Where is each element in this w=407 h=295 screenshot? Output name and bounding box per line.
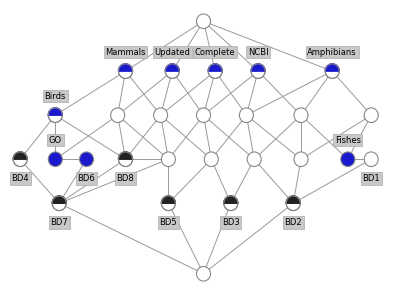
- Ellipse shape: [341, 152, 355, 167]
- Text: Complete: Complete: [195, 47, 236, 57]
- Ellipse shape: [197, 266, 210, 281]
- Ellipse shape: [364, 108, 378, 122]
- Ellipse shape: [13, 152, 27, 167]
- Ellipse shape: [111, 108, 125, 122]
- Ellipse shape: [294, 108, 308, 122]
- Ellipse shape: [294, 152, 308, 167]
- Ellipse shape: [325, 64, 339, 78]
- Text: Amphibians: Amphibians: [307, 47, 357, 57]
- Ellipse shape: [153, 108, 168, 122]
- Polygon shape: [251, 64, 265, 71]
- Polygon shape: [118, 152, 133, 159]
- Ellipse shape: [165, 64, 179, 78]
- Polygon shape: [165, 64, 179, 71]
- Ellipse shape: [224, 196, 238, 211]
- Ellipse shape: [286, 196, 300, 211]
- Polygon shape: [208, 64, 222, 71]
- Polygon shape: [13, 152, 27, 159]
- Ellipse shape: [197, 14, 210, 29]
- Ellipse shape: [251, 64, 265, 78]
- Polygon shape: [286, 196, 300, 203]
- Ellipse shape: [162, 152, 175, 167]
- Text: Mammals: Mammals: [105, 47, 146, 57]
- Ellipse shape: [247, 152, 261, 167]
- Ellipse shape: [48, 152, 62, 167]
- Ellipse shape: [208, 64, 222, 78]
- Polygon shape: [162, 196, 175, 203]
- Text: BD7: BD7: [50, 218, 68, 227]
- Ellipse shape: [118, 152, 133, 167]
- Text: BD5: BD5: [160, 218, 177, 227]
- Ellipse shape: [162, 196, 175, 211]
- Ellipse shape: [204, 152, 218, 167]
- Text: GO: GO: [49, 136, 62, 145]
- Text: BD4: BD4: [11, 174, 29, 183]
- Text: NCBI: NCBI: [248, 47, 268, 57]
- Polygon shape: [118, 64, 133, 71]
- Polygon shape: [48, 108, 62, 115]
- Text: BD3: BD3: [222, 218, 240, 227]
- Ellipse shape: [48, 108, 62, 122]
- Ellipse shape: [52, 196, 66, 211]
- Text: BD2: BD2: [284, 218, 302, 227]
- Text: BD8: BD8: [117, 174, 134, 183]
- Text: BD6: BD6: [78, 174, 95, 183]
- Ellipse shape: [364, 152, 378, 167]
- Text: Birds: Birds: [45, 91, 66, 101]
- Text: Fishes: Fishes: [335, 136, 361, 145]
- Text: Updated: Updated: [154, 47, 190, 57]
- Ellipse shape: [79, 152, 94, 167]
- Polygon shape: [325, 64, 339, 71]
- Polygon shape: [224, 196, 238, 203]
- Polygon shape: [52, 196, 66, 203]
- Ellipse shape: [239, 108, 254, 122]
- Text: BD1: BD1: [362, 174, 380, 183]
- Ellipse shape: [118, 64, 133, 78]
- Ellipse shape: [197, 108, 210, 122]
